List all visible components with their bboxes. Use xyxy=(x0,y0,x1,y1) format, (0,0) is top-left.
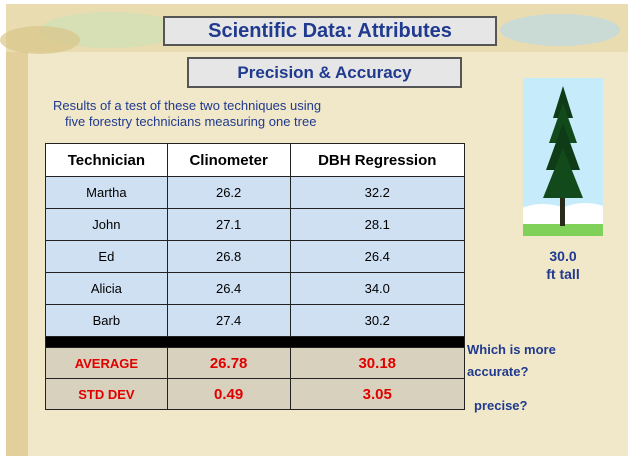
column-header: DBH Regression xyxy=(290,144,465,177)
question: accurate? xyxy=(467,364,528,379)
column-header: Technician xyxy=(46,144,168,177)
column-header: Clinometer xyxy=(167,144,290,177)
tree-height: 30.0 xyxy=(523,247,603,265)
cell: 28.1 xyxy=(290,209,465,241)
cell: 32.2 xyxy=(290,177,465,209)
cell: 3.05 xyxy=(290,379,465,410)
cell: 27.1 xyxy=(167,209,290,241)
title: Scientific Data: Attributes xyxy=(163,16,497,46)
cell: AVERAGE xyxy=(46,348,168,379)
cell: 26.78 xyxy=(167,348,290,379)
cell: 26.8 xyxy=(167,241,290,273)
cell: 27.4 xyxy=(167,305,290,337)
cell: John xyxy=(46,209,168,241)
tree-unit: ft tall xyxy=(523,265,603,283)
cell: STD DEV xyxy=(46,379,168,410)
question: Which is more xyxy=(467,342,556,357)
tree-image xyxy=(523,78,603,236)
cell: Martha xyxy=(46,177,168,209)
question: precise? xyxy=(474,398,527,413)
subtitle: Precision & Accuracy xyxy=(187,57,462,88)
cell: 26.4 xyxy=(167,273,290,305)
cell: 26.2 xyxy=(167,177,290,209)
slide: Scientific Data: Attributes Precision & … xyxy=(0,0,632,465)
separator xyxy=(46,337,465,348)
cell: 30.2 xyxy=(290,305,465,337)
cell: Alicia xyxy=(46,273,168,305)
cell: 34.0 xyxy=(290,273,465,305)
cell: Barb xyxy=(46,305,168,337)
cell: 26.4 xyxy=(290,241,465,273)
intro-line: five forestry technicians measuring one … xyxy=(53,114,321,130)
cell: 0.49 xyxy=(167,379,290,410)
cell: Ed xyxy=(46,241,168,273)
intro-line: Results of a test of these two technique… xyxy=(53,98,321,114)
intro: Results of a test of these two technique… xyxy=(53,98,321,130)
tree-label: 30.0 ft tall xyxy=(523,247,603,283)
cell: 30.18 xyxy=(290,348,465,379)
